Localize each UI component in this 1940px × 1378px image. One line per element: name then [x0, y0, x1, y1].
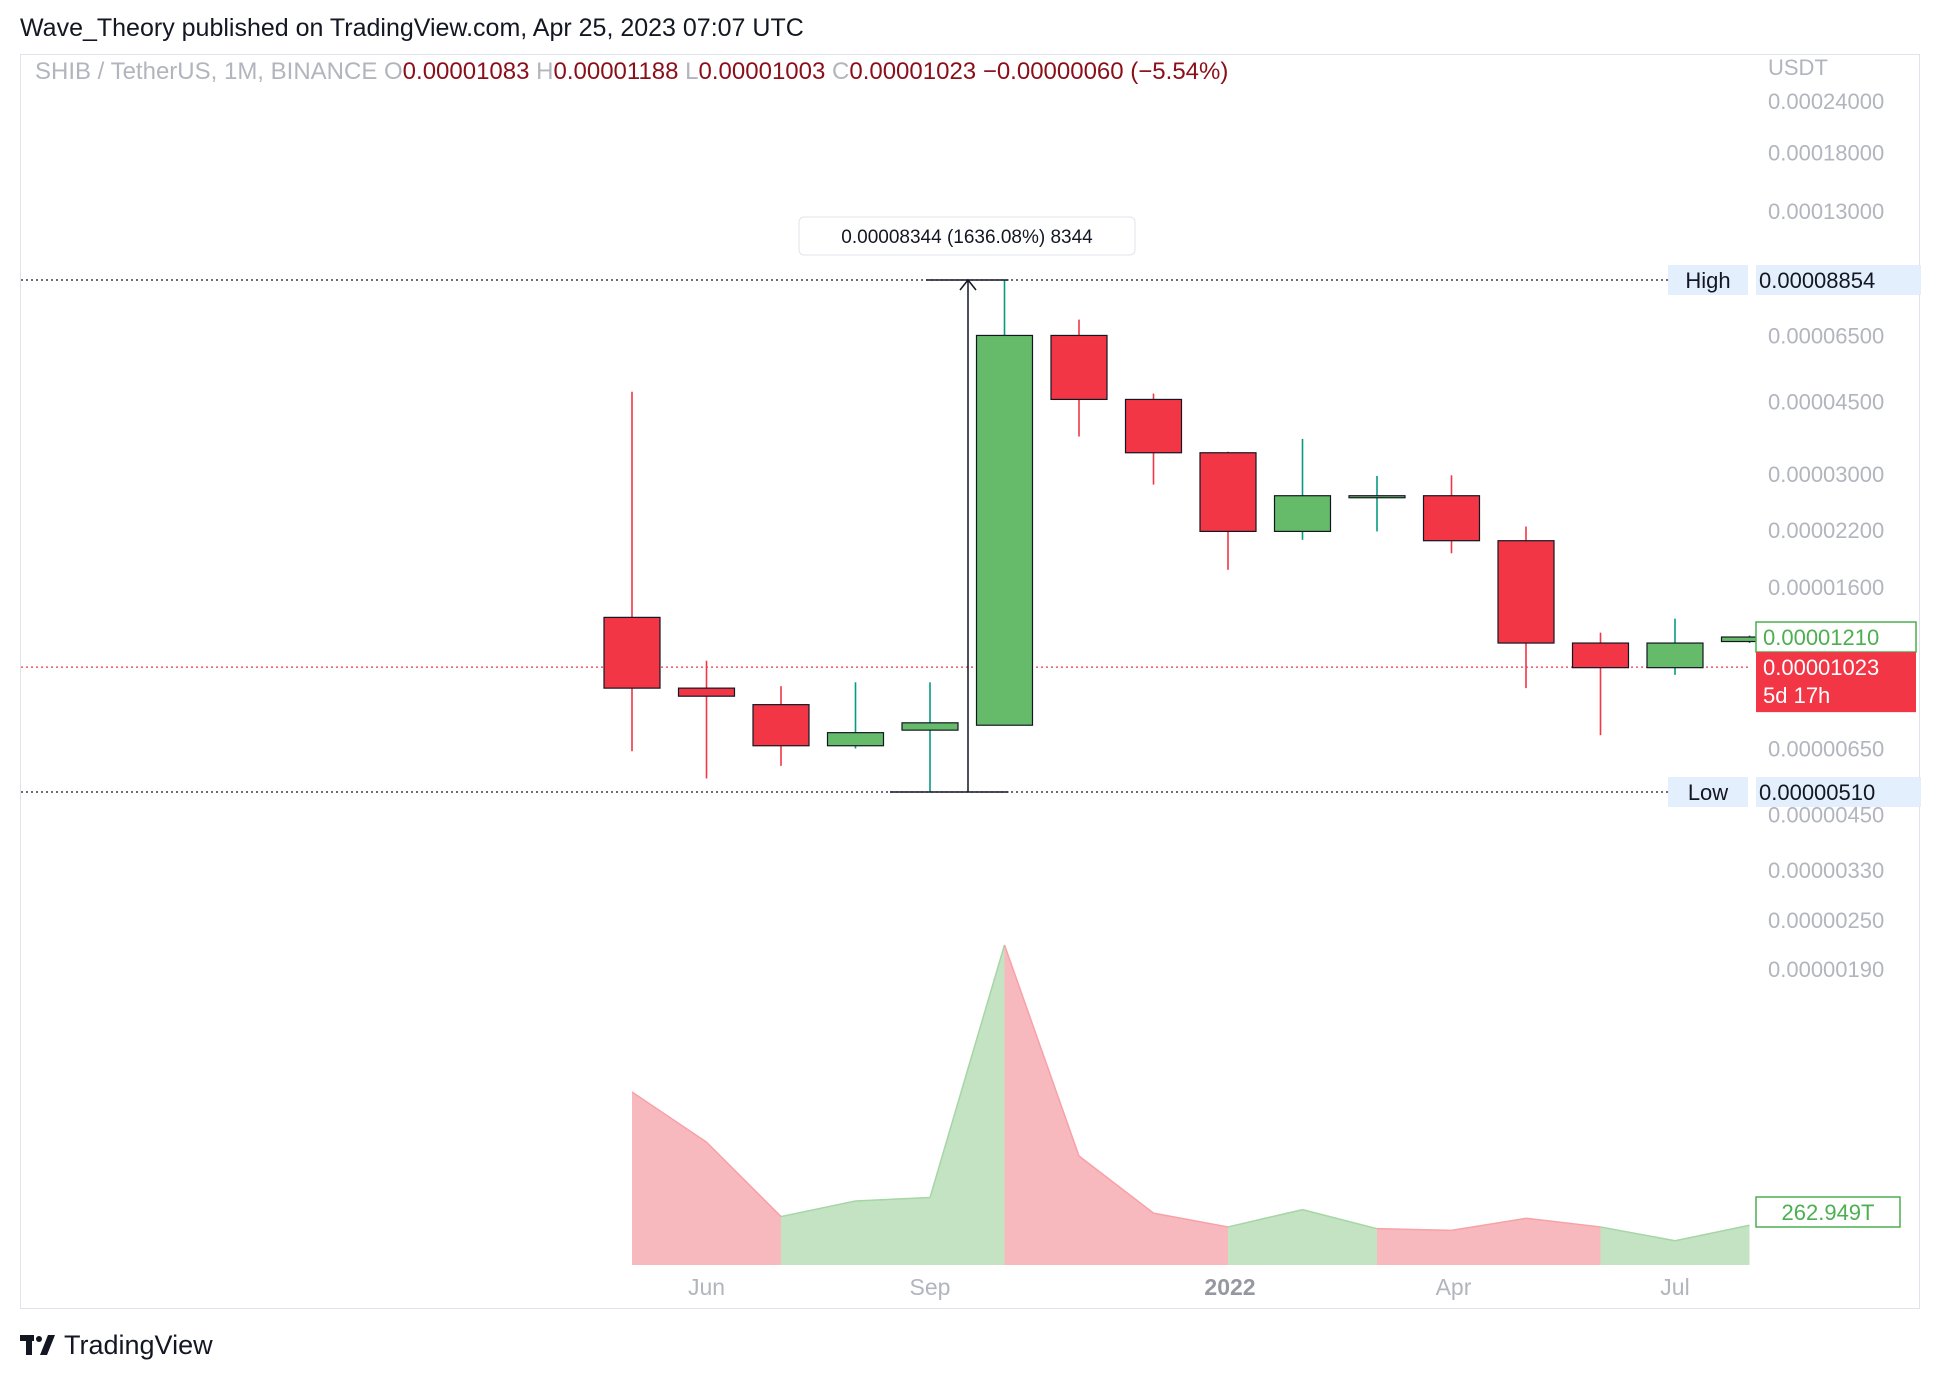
ohlc-legend: SHIB / TetherUS, 1M, BINANCE O0.00001083…	[35, 58, 1228, 85]
low-label: Low	[1688, 780, 1728, 805]
candle-body	[1050, 334, 1108, 401]
volume-area-segment	[855, 1197, 930, 1265]
volume-line-segment	[855, 1196, 931, 1202]
volume-line-segment	[1078, 1155, 1154, 1214]
volume-area-segment	[706, 1142, 781, 1265]
volume-area-segment	[1451, 1218, 1526, 1265]
legend-change: −0.00000060 (−5.54%)	[983, 58, 1229, 85]
legend-open: 0.00001083	[403, 58, 536, 85]
volume-value: 262.949T	[1782, 1200, 1875, 1225]
legend-close: 0.00001023	[849, 58, 982, 85]
y-axis-tick: 0.00013000	[1768, 199, 1884, 224]
volume-area-segment	[1526, 1218, 1601, 1265]
volume-area-segment	[1600, 1226, 1675, 1265]
y-axis-tick: 0.00024000	[1768, 89, 1884, 114]
high-value-box	[1756, 265, 1921, 295]
volume-line-segment	[1227, 1208, 1303, 1228]
volume-value-box	[1755, 1196, 1901, 1228]
candle-body	[1571, 642, 1630, 669]
candle-body	[752, 704, 810, 747]
volume-area-segment	[632, 1092, 707, 1265]
high-label-box	[1668, 265, 1748, 295]
legend-open-label: O	[384, 58, 403, 85]
candle-body	[1348, 495, 1406, 499]
candlestick-chart[interactable]: SHIB / TetherUS, 1M, BINANCE O0.00001083…	[21, 55, 1921, 1310]
y-axis-unit: USDT	[1768, 55, 1828, 80]
legend-low: 0.00001003	[699, 58, 832, 85]
prev-price-box	[1755, 621, 1917, 653]
candle-body	[1273, 495, 1332, 533]
candle-body	[1422, 495, 1481, 542]
volume-area-segment	[1004, 944, 1079, 1265]
volume-line-segment	[929, 944, 1006, 1198]
volume-line-segment	[1525, 1217, 1601, 1228]
legend-symbol: SHIB / TetherUS, 1M, BINANCE	[35, 58, 384, 85]
candle-body	[975, 334, 1034, 726]
y-axis-tick: 0.00018000	[1768, 141, 1884, 166]
volume-line-segment	[1674, 1224, 1750, 1242]
volume-area-segment	[1228, 1209, 1303, 1265]
volume-area-segment	[930, 944, 1005, 1265]
candle-body	[1199, 452, 1257, 533]
y-axis-tick: 0.00000330	[1768, 858, 1884, 883]
volume-area-segment	[1153, 1213, 1228, 1265]
high-value: 0.00008854	[1759, 268, 1875, 293]
volume-area-segment	[1675, 1225, 1750, 1265]
low-value-box	[1756, 777, 1921, 807]
y-axis-tick: 0.00003000	[1768, 462, 1884, 487]
volume-line-segment	[1003, 944, 1080, 1157]
candle-body	[901, 722, 959, 731]
y-axis-tick: 0.00000190	[1768, 957, 1884, 982]
volume-line-segment	[705, 1141, 782, 1218]
y-axis-tick: 0.00000250	[1768, 908, 1884, 933]
x-axis-tick: Jun	[688, 1274, 725, 1300]
current-price-box	[1756, 652, 1916, 713]
y-axis-tick: 0.00006500	[1768, 323, 1884, 348]
x-axis-tick: Apr	[1436, 1274, 1472, 1300]
x-axis-tick: Jul	[1660, 1274, 1689, 1300]
candle-body	[826, 732, 885, 747]
low-label-box	[1668, 777, 1748, 807]
measure-label-box	[798, 216, 1136, 256]
low-value: 0.00000510	[1759, 780, 1875, 805]
high-label: High	[1685, 268, 1730, 293]
volume-area-segment	[1377, 1228, 1452, 1265]
legend-high-label: H	[536, 58, 553, 85]
volume-area-segment	[1079, 1156, 1154, 1265]
y-axis-tick: 0.00000650	[1768, 736, 1884, 761]
volume-line-segment	[1451, 1217, 1527, 1232]
chart-panel[interactable]: SHIB / TetherUS, 1M, BINANCE O0.00001083…	[20, 54, 1921, 1310]
measure-label: 0.00008344 (1636.08%) 8344	[841, 227, 1093, 248]
candle-body	[1646, 642, 1704, 669]
legend-close-label: C	[832, 58, 849, 85]
publisher-line: Wave_Theory published on TradingView.com…	[20, 14, 804, 42]
y-axis-tick: 0.00001600	[1768, 575, 1884, 600]
volume-line-segment	[1302, 1208, 1378, 1230]
current-price-value: 0.00001023	[1763, 655, 1879, 680]
volume-line-segment	[1376, 1227, 1452, 1232]
volume-area-segment	[1302, 1209, 1377, 1265]
y-axis-tick: 0.00004500	[1768, 389, 1884, 414]
volume-line-segment	[1153, 1212, 1229, 1228]
y-axis-tick: 0.00002200	[1768, 518, 1884, 543]
candle-body	[677, 687, 736, 697]
volume-line-segment	[780, 1200, 856, 1218]
legend-low-label: L	[685, 58, 698, 85]
footer-brand: TradingView	[20, 1330, 213, 1361]
x-axis-tick: 2022	[1204, 1274, 1255, 1300]
volume-line-segment	[631, 1091, 707, 1143]
tradingview-logo-icon	[20, 1334, 55, 1355]
prev-price-value: 0.00001210	[1763, 625, 1879, 650]
candle-body	[603, 616, 661, 689]
volume-line-segment	[1600, 1226, 1676, 1242]
current-price-countdown: 5d 17h	[1763, 683, 1830, 708]
candle-body	[1497, 540, 1555, 644]
brand-name: TradingView	[64, 1330, 213, 1360]
legend-high: 0.00001188	[553, 58, 685, 85]
x-axis-tick: Sep	[910, 1274, 951, 1300]
candle-body	[1124, 398, 1183, 454]
volume-area-segment	[781, 1200, 856, 1265]
